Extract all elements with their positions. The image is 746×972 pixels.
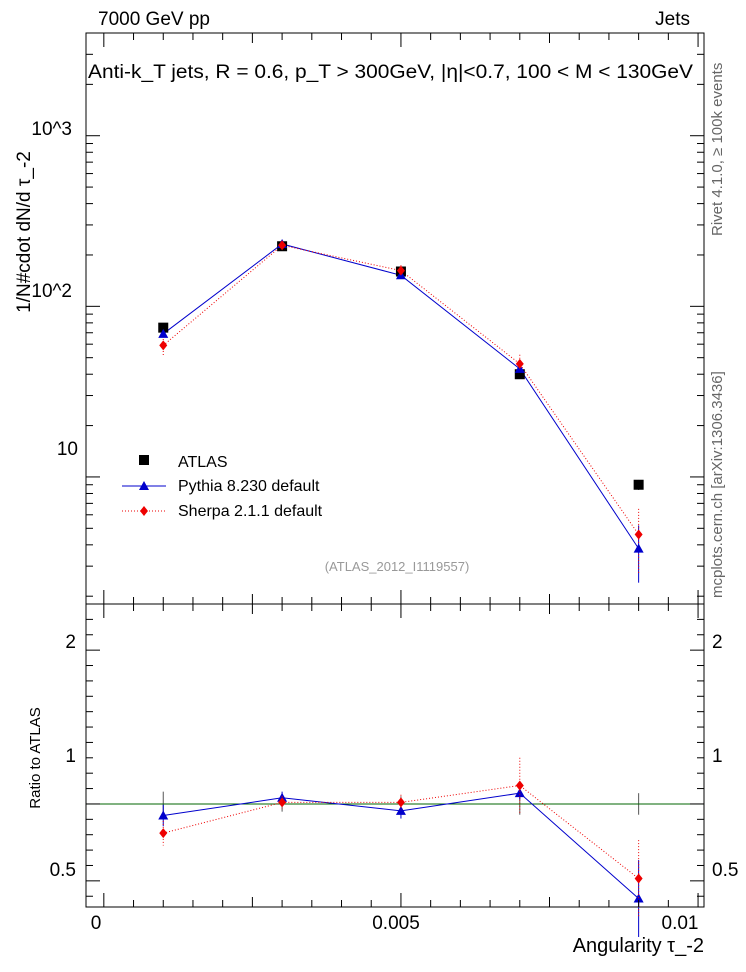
- main-atlas-point: [633, 479, 644, 490]
- ratio-y-label: Ratio to ATLAS: [27, 707, 44, 808]
- ratio-pythia-point: [395, 805, 406, 815]
- legend-atlas-label: ATLAS: [178, 454, 228, 471]
- source-label: mcplots.cern.ch [arXiv:1306.3436]: [709, 371, 726, 598]
- ratio-sherpa-point: [396, 797, 405, 808]
- main-atlas-point: [514, 369, 525, 380]
- ratio-tick-label-right-0.5: 0.5: [712, 860, 738, 881]
- ratio-sherpa-point: [515, 780, 524, 791]
- main-y-label: 1/N#cdot dN/d τ_-2: [14, 151, 35, 313]
- y-tick-label-1000: 10^3: [31, 119, 72, 140]
- ratio-pythia-point: [277, 792, 288, 802]
- legend-sherpa-marker: [140, 506, 148, 516]
- main-panel-marks: [158, 238, 644, 583]
- legend-atlas-marker: [139, 455, 149, 465]
- x-tick-label-0.01: 0.01: [662, 913, 699, 934]
- ratio-sherpa-line: [163, 784, 639, 879]
- analysis-id-label: (ATLAS_2012_I1119557): [325, 559, 470, 574]
- ratio-sherpa-point: [278, 797, 287, 808]
- main-sherpa-point: [159, 340, 168, 351]
- ratio-sherpa-point: [159, 828, 168, 839]
- main-pythia-point: [633, 543, 644, 553]
- energy-label: 7000 GeV pp: [98, 9, 210, 30]
- x-tick-label-0: 0: [91, 913, 102, 934]
- ratio-panel-frame: [85, 603, 705, 908]
- ratio-tick-label-right-1: 1: [712, 746, 723, 767]
- legend-sherpa-label: Sherpa 2.1.1 default: [178, 503, 323, 520]
- ratio-panel-marks: [86, 757, 704, 937]
- y-tick-label-10: 10: [57, 439, 78, 460]
- ratio-tick-label-0.5: 0.5: [50, 860, 76, 881]
- ratio-tick-label-2: 2: [65, 632, 76, 653]
- axis-ticks: [86, 32, 704, 907]
- category-label: Jets: [655, 9, 690, 30]
- x-tick-label-0.005: 0.005: [372, 913, 420, 934]
- y-tick-label-100: 10^2: [31, 281, 72, 302]
- legend-pythia-label: Pythia 8.230 default: [178, 478, 320, 495]
- ratio-tick-label-right-2: 2: [712, 632, 723, 653]
- main-sherpa-point: [634, 529, 643, 540]
- legend: ATLAS Pythia 8.230 default Sherpa 2.1.1 …: [122, 454, 323, 520]
- main-atlas-point: [158, 322, 169, 333]
- rivet-label: Rivet 4.1.0, ≥ 100k events: [709, 63, 726, 236]
- ratio-sherpa-point: [634, 873, 643, 884]
- ratio-pythia-point: [514, 788, 525, 798]
- ratio-tick-label-1: 1: [65, 746, 76, 767]
- main-sherpa-point: [515, 358, 524, 369]
- legend-pythia-marker: [139, 481, 149, 490]
- main-sherpa-point: [278, 240, 287, 251]
- x-axis-label: Angularity τ_-2: [573, 935, 704, 957]
- main-title: Anti-k_T jets, R = 0.6, p_T > 300GeV, |η…: [88, 62, 693, 83]
- main-pythia-point: [158, 328, 169, 338]
- ratio-pythia-point: [158, 810, 169, 820]
- main-sherpa-point: [396, 265, 405, 276]
